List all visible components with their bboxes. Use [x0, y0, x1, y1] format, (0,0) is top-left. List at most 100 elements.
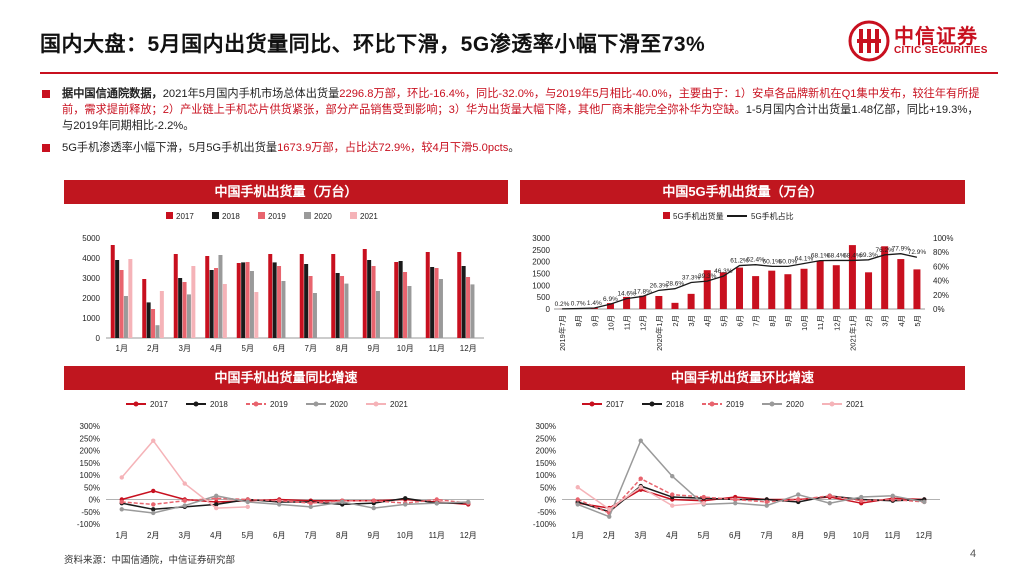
x-tick-label: 9月 — [368, 344, 380, 353]
bullet-square-icon — [42, 90, 50, 98]
data-point — [764, 503, 769, 508]
legend-label: 2019 — [726, 400, 744, 409]
bar — [151, 309, 156, 338]
chart3-title: 中国手机出货量同比增速 — [64, 366, 508, 390]
y-tick-label: 150% — [80, 459, 100, 468]
legend-marker — [313, 401, 319, 407]
x-tick-label: 12月 — [460, 344, 477, 353]
y2-tick-label: 100% — [933, 234, 953, 243]
data-label: 68.1% — [811, 253, 830, 260]
data-point — [403, 496, 408, 501]
y-tick-label: 3000 — [82, 274, 100, 283]
bar — [308, 276, 313, 338]
x-tick-label: 3月 — [635, 531, 647, 540]
bullet-1: 据中国信通院数据，2021年5月国内手机市场总体出货量2296.8万部，环比-1… — [40, 86, 985, 134]
data-label: 26.3% — [650, 282, 669, 289]
bar — [655, 295, 663, 309]
bar — [719, 272, 727, 309]
bar — [865, 272, 873, 309]
y-tick-label: -50% — [537, 508, 556, 517]
y-tick-label: 50% — [540, 483, 556, 492]
x-tick-label: 6月 — [273, 531, 285, 540]
bar — [241, 262, 246, 338]
x-tick-label: 4月 — [897, 315, 906, 327]
bar — [687, 293, 695, 309]
bar — [752, 276, 760, 309]
data-label: 76.2% — [875, 247, 894, 254]
bar — [205, 256, 210, 338]
data-label: 60.0% — [779, 258, 798, 265]
x-tick-label: 10月 — [800, 315, 809, 331]
bar — [407, 286, 412, 338]
bar — [470, 284, 475, 338]
legend-label: 2021 — [390, 400, 408, 409]
y-tick-label: 150% — [536, 459, 556, 468]
series-line-2019 — [121, 497, 469, 506]
y-tick-label: -100% — [77, 520, 100, 529]
series-line-2018 — [577, 485, 925, 513]
bar — [312, 293, 317, 338]
bar — [881, 246, 889, 309]
bar — [340, 276, 345, 338]
bar — [173, 254, 178, 338]
data-point — [701, 500, 706, 506]
data-point — [796, 497, 801, 502]
y2-tick-label: 60% — [933, 262, 949, 271]
bar — [281, 281, 286, 338]
bar — [394, 262, 399, 338]
data-point — [890, 493, 895, 499]
summary-bullets: 据中国信通院数据，2021年5月国内手机市场总体出货量2296.8万部，环比-1… — [40, 86, 985, 162]
source-note: 资料来源：中国信通院，中信证券研究部 — [64, 555, 236, 566]
y-tick-label: 300% — [80, 422, 100, 431]
data-point — [670, 492, 675, 497]
x-tick-label: 12月 — [916, 531, 933, 540]
legend-label: 5G手机出货量 — [673, 211, 724, 221]
x-tick-label: 6月 — [729, 531, 741, 540]
data-point — [638, 476, 643, 481]
data-point — [119, 475, 124, 480]
x-tick-label: 1月 — [116, 344, 128, 353]
bar — [146, 302, 151, 338]
y-tick-label: 200% — [80, 447, 100, 456]
bar — [736, 267, 743, 309]
data-point — [733, 500, 738, 506]
x-tick-label: 9月 — [368, 531, 380, 540]
y-tick-label: 250% — [536, 434, 556, 443]
y-tick-label: 250% — [80, 434, 100, 443]
bar — [362, 249, 367, 338]
y-tick-label: 100% — [80, 471, 100, 480]
bar — [191, 266, 196, 338]
bar — [371, 266, 376, 338]
x-tick-label: 12月 — [460, 531, 477, 540]
x-tick-label: 4月 — [210, 344, 222, 353]
data-point — [371, 498, 376, 503]
x-tick-label: 4月 — [666, 531, 678, 540]
x-tick-label: 11月 — [816, 315, 825, 330]
bar — [209, 270, 214, 338]
y-tick-label: 1500 — [532, 270, 550, 279]
x-tick-label: 11月 — [885, 531, 901, 540]
data-point — [182, 481, 187, 486]
x-tick-label: 5月 — [698, 531, 710, 540]
data-label: 17.8% — [633, 288, 652, 295]
data-label: 62.4% — [746, 257, 765, 264]
data-label: 14.6% — [617, 291, 636, 298]
data-point — [638, 438, 643, 443]
x-tick-label: 2020年1月 — [654, 315, 664, 351]
legend-label: 2018 — [666, 400, 684, 409]
data-label: 46.3% — [714, 268, 733, 275]
legend-label: 2017 — [150, 400, 168, 409]
y-tick-label: -50% — [81, 508, 100, 517]
legend-label: 5G手机占比 — [751, 211, 794, 221]
bar — [848, 245, 856, 309]
data-point — [466, 499, 471, 505]
data-point — [434, 500, 439, 506]
y-tick-label: 1000 — [532, 281, 550, 290]
y-tick-label: 0 — [96, 334, 101, 343]
citic-logo-icon — [848, 20, 890, 62]
data-label: 6.9% — [603, 296, 618, 303]
data-point — [670, 503, 675, 508]
x-tick-label: 1月 — [572, 531, 584, 540]
legend-label: 2020 — [330, 400, 348, 409]
y-tick-label: 100% — [536, 471, 556, 480]
